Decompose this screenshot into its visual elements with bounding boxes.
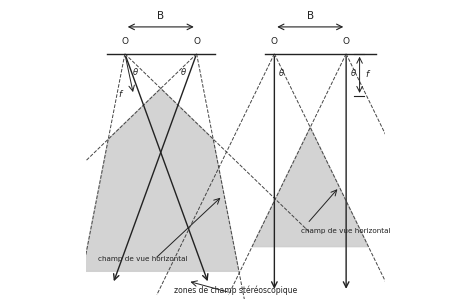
Polygon shape [252, 127, 368, 247]
Text: B: B [307, 11, 314, 21]
Text: f: f [119, 90, 122, 99]
Text: O: O [342, 37, 349, 46]
Text: $\theta$: $\theta$ [132, 66, 139, 77]
Text: champ de vue horizontal: champ de vue horizontal [98, 256, 187, 262]
Text: $\theta$: $\theta$ [350, 67, 357, 78]
Text: O: O [122, 37, 129, 46]
Text: B: B [157, 11, 164, 21]
Text: $\theta$: $\theta$ [278, 67, 285, 78]
Text: O: O [271, 37, 278, 46]
Text: champ de vue horizontal: champ de vue horizontal [301, 228, 391, 234]
Polygon shape [82, 89, 239, 271]
Text: O: O [193, 37, 200, 46]
Text: $\theta$: $\theta$ [180, 66, 187, 77]
Text: zones de champ stéréoscopique: zones de champ stéréoscopique [174, 285, 297, 295]
Text: f: f [365, 70, 369, 79]
